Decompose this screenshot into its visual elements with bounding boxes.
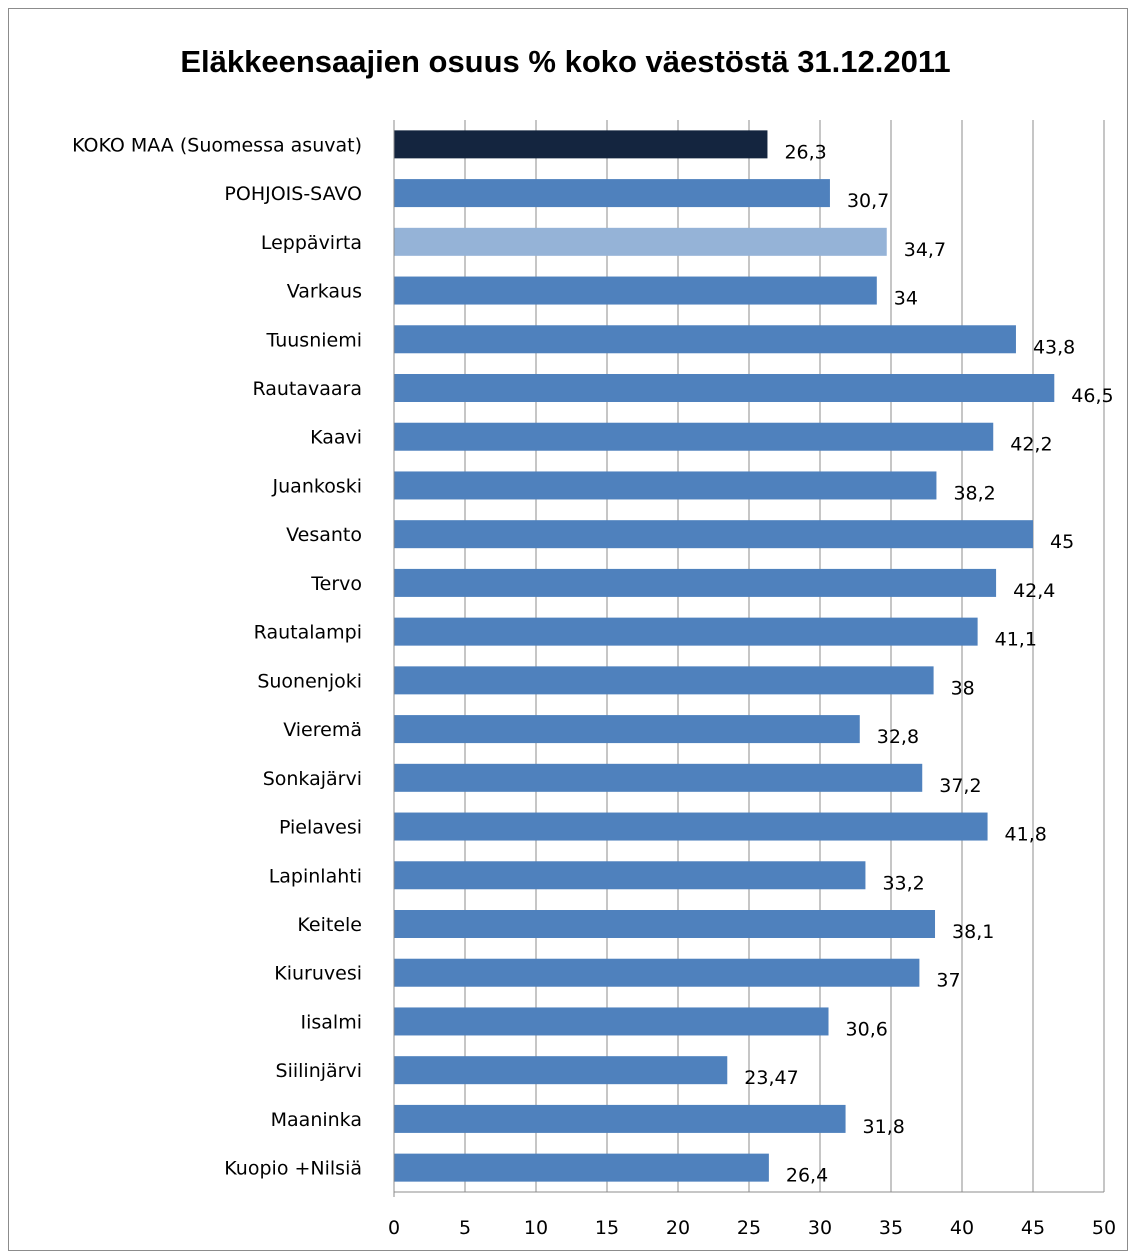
x-tick-label: 25 <box>737 1217 761 1239</box>
bar <box>394 130 768 159</box>
category-label: Pielavesi <box>279 817 362 839</box>
bar <box>394 617 978 646</box>
category-label: Rautavaara <box>252 378 362 400</box>
bar <box>394 1153 769 1182</box>
category-label: Lapinlahti <box>269 865 362 887</box>
category-label: KOKO MAA (Suomessa asuvat) <box>72 134 362 156</box>
category-label: Vesanto <box>286 524 362 546</box>
x-tick-label: 45 <box>1021 1217 1045 1239</box>
bar <box>394 227 887 256</box>
data-label: 37,2 <box>939 775 981 797</box>
data-label: 38 <box>951 677 975 699</box>
x-tick-label: 10 <box>524 1217 548 1239</box>
bar <box>394 715 860 744</box>
data-label: 34 <box>894 288 918 310</box>
bar <box>394 1104 846 1133</box>
x-tick-label: 20 <box>666 1217 690 1239</box>
category-label: Kuopio +Nilsiä <box>224 1158 362 1180</box>
category-label: Iisalmi <box>301 1011 363 1033</box>
bar <box>394 374 1055 402</box>
data-label: 30,6 <box>846 1018 888 1040</box>
data-label: 26,3 <box>784 141 826 163</box>
x-tick-label: 50 <box>1092 1217 1116 1239</box>
bar <box>394 763 923 792</box>
bar <box>394 520 1033 549</box>
data-label: 37 <box>936 970 960 992</box>
x-tick-label: 15 <box>595 1217 619 1239</box>
bar <box>394 910 936 938</box>
category-label: Tuusniemi <box>265 329 362 351</box>
category-label: Rautalampi <box>254 622 362 644</box>
category-label: Suonenjoki <box>257 670 362 692</box>
data-label: 23,47 <box>744 1067 798 1089</box>
category-label: Leppävirta <box>261 232 362 254</box>
category-label: Varkaus <box>287 281 362 303</box>
bar <box>394 812 988 841</box>
data-label: 43,8 <box>1033 336 1075 358</box>
category-label: Vieremä <box>283 719 362 741</box>
data-label: 31,8 <box>863 1116 905 1138</box>
data-label: 34,7 <box>904 239 946 261</box>
data-label: 46,5 <box>1071 385 1113 407</box>
bar <box>394 666 934 695</box>
x-tick-label: 30 <box>808 1217 832 1239</box>
category-label: Tervo <box>310 573 362 595</box>
bar <box>394 568 997 597</box>
data-label: 41,8 <box>1005 824 1047 846</box>
data-label: 45 <box>1050 531 1074 553</box>
category-label: Kaavi <box>310 427 362 449</box>
x-tick-label: 0 <box>388 1217 400 1239</box>
data-label: 33,2 <box>882 872 924 894</box>
data-label: 38,2 <box>953 482 995 504</box>
category-label: POHJOIS-SAVO <box>224 183 362 205</box>
category-label: Sonkajärvi <box>263 768 362 790</box>
category-label: Maaninka <box>271 1109 362 1131</box>
category-label: Juankoski <box>272 475 362 497</box>
data-label: 38,1 <box>952 921 994 943</box>
data-label: 26,4 <box>786 1165 828 1187</box>
bar <box>394 1056 728 1085</box>
category-label: Siilinjärvi <box>276 1060 362 1082</box>
x-tick-label: 5 <box>459 1217 471 1239</box>
data-label: 30,7 <box>847 190 889 212</box>
data-label: 42,2 <box>1010 434 1052 456</box>
category-label: Kiuruvesi <box>274 963 362 985</box>
bar <box>394 276 877 305</box>
data-label: 32,8 <box>877 726 919 748</box>
bar <box>394 1007 829 1036</box>
bar <box>394 179 830 208</box>
bar <box>394 471 937 500</box>
bar <box>394 958 920 987</box>
bar <box>394 422 994 451</box>
bar <box>394 861 866 890</box>
bar <box>394 325 1016 354</box>
data-label: 42,4 <box>1013 580 1055 602</box>
x-tick-label: 40 <box>950 1217 974 1239</box>
x-tick-label: 35 <box>879 1217 903 1239</box>
chart-title: Eläkkeensaajien osuus % koko väestöstä 3… <box>180 44 951 79</box>
category-label: Keitele <box>297 914 362 936</box>
data-label: 41,1 <box>995 629 1037 651</box>
